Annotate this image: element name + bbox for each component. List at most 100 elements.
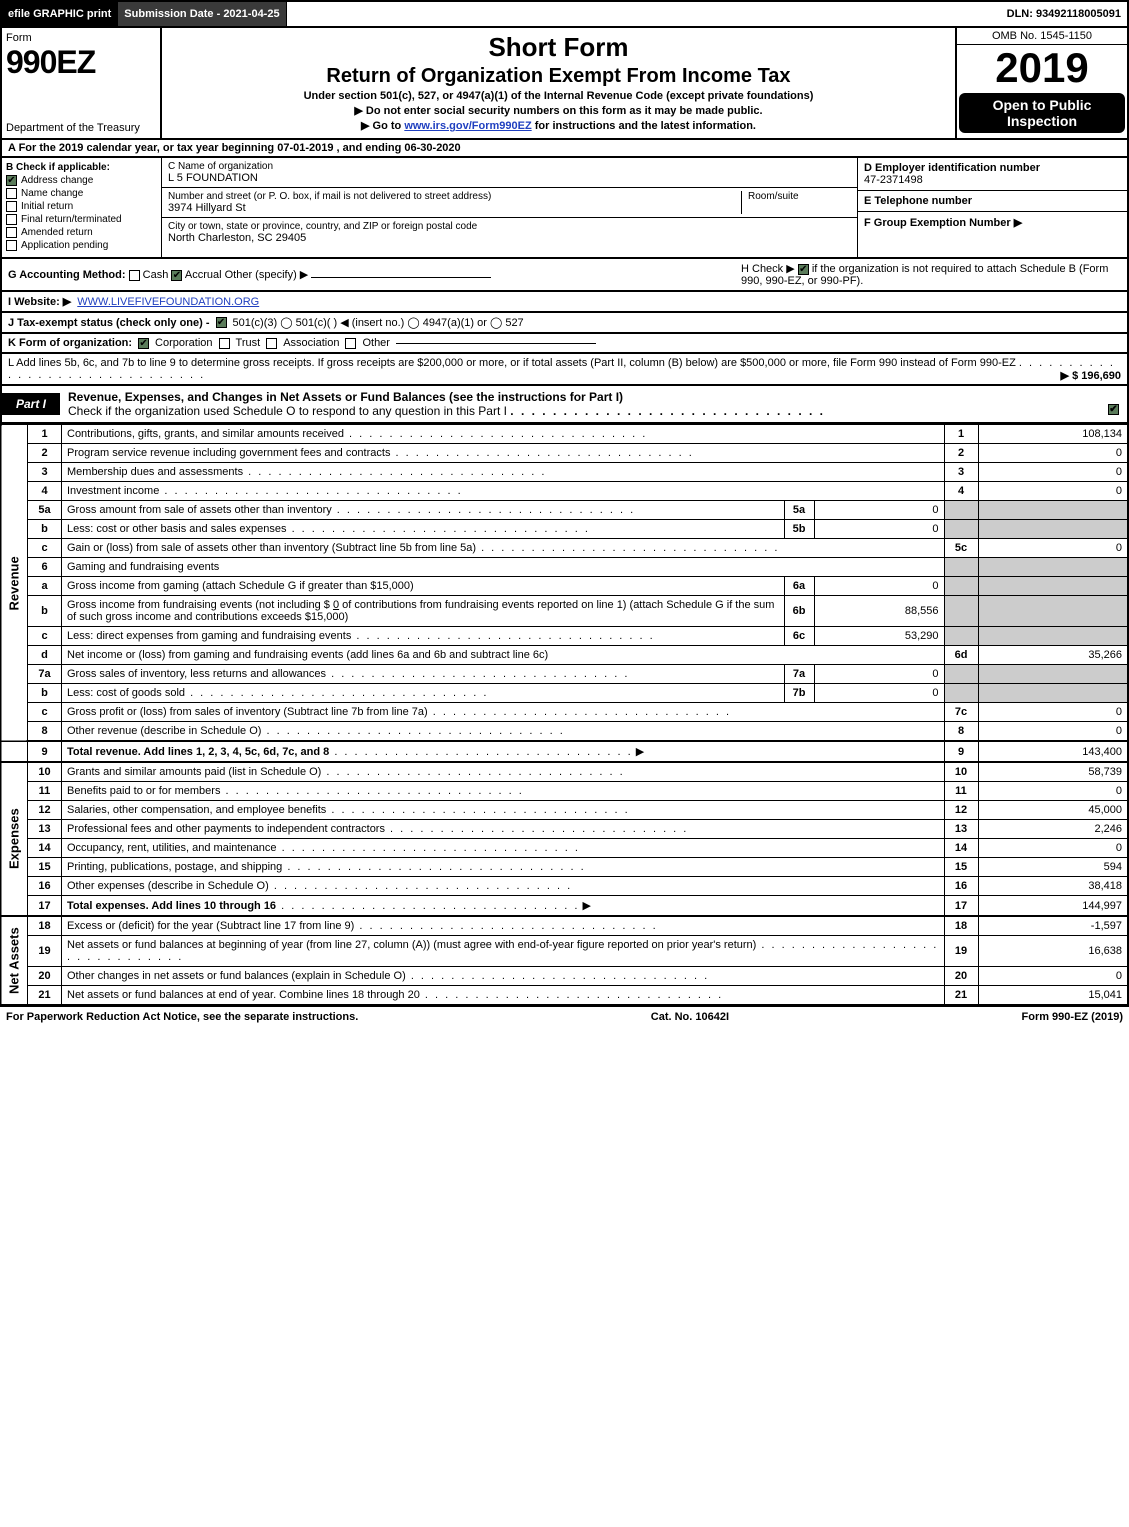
dept-treasury: Department of the Treasury: [6, 122, 140, 134]
form-ref: Form 990-EZ (2019): [1022, 1011, 1123, 1023]
table-row: bGross income from fundraising events (n…: [1, 596, 1128, 627]
chk-name-change[interactable]: Name change: [6, 188, 157, 199]
table-row: 12Salaries, other compensation, and empl…: [1, 801, 1128, 820]
j-label: J Tax-exempt status (check only one) -: [8, 317, 210, 329]
table-row: 13Professional fees and other payments t…: [1, 820, 1128, 839]
table-row: cGross profit or (loss) from sales of in…: [1, 703, 1128, 722]
part1-table: Revenue 1 Contributions, gifts, grants, …: [0, 424, 1129, 1006]
netassets-side-label: Net Assets: [1, 916, 28, 1005]
table-row: 3Membership dues and assessments30: [1, 463, 1128, 482]
table-row: 9Total revenue. Add lines 1, 2, 3, 4, 5c…: [1, 741, 1128, 762]
period-end: 06-30-2020: [404, 142, 460, 154]
part1-title: Revenue, Expenses, and Changes in Net As…: [60, 386, 1127, 422]
revenue-side-label: Revenue: [1, 425, 28, 742]
table-row: 14Occupancy, rent, utilities, and mainte…: [1, 839, 1128, 858]
checkbox-icon: [6, 201, 17, 212]
table-row: cGain or (loss) from sale of assets othe…: [1, 539, 1128, 558]
form-header: Form 990EZ Department of the Treasury Sh…: [0, 28, 1129, 140]
chk-other-org[interactable]: [345, 338, 356, 349]
chk-cash[interactable]: [129, 270, 140, 281]
under-section: Under section 501(c), 527, or 4947(a)(1)…: [170, 90, 947, 102]
checkbox-icon: ✔: [6, 175, 17, 186]
chk-address-change[interactable]: ✔Address change: [6, 175, 157, 186]
omb-number: OMB No. 1545-1150: [957, 28, 1127, 45]
top-bar: efile GRAPHIC print Submission Date - 20…: [0, 0, 1129, 28]
group-exemption-label: F Group Exemption Number ▶: [864, 216, 1121, 229]
chk-trust[interactable]: [219, 338, 230, 349]
chk-amended-return[interactable]: Amended return: [6, 227, 157, 238]
table-row: 16Other expenses (describe in Schedule O…: [1, 877, 1128, 896]
val-l1: 108,134: [978, 425, 1128, 444]
checkbox-icon: [6, 227, 17, 238]
table-row: bLess: cost or other basis and sales exp…: [1, 520, 1128, 539]
row-gh: G Accounting Method: Cash ✔ Accrual Othe…: [0, 259, 1129, 292]
chk-schedule-o[interactable]: ✔: [1108, 404, 1119, 415]
table-row: 20Other changes in net assets or fund ba…: [1, 967, 1128, 986]
period-row: A For the 2019 calendar year, or tax yea…: [0, 140, 1129, 158]
form-word: Form: [6, 32, 156, 44]
table-row: 2Program service revenue including gover…: [1, 444, 1128, 463]
dln-label: DLN: 93492118005091: [1001, 2, 1127, 26]
table-row: 15Printing, publications, postage, and s…: [1, 858, 1128, 877]
table-row: bLess: cost of goods sold7b0: [1, 684, 1128, 703]
cat-number: Cat. No. 10642I: [651, 1011, 729, 1023]
ein-value: 47-2371498: [864, 174, 1121, 186]
street-label: Number and street (or P. O. box, if mail…: [168, 191, 741, 202]
part1-header: Part I Revenue, Expenses, and Changes in…: [0, 386, 1129, 424]
page-footer: For Paperwork Reduction Act Notice, see …: [0, 1006, 1129, 1027]
checkbox-icon: [6, 240, 17, 251]
table-row: Net Assets 18Excess or (deficit) for the…: [1, 916, 1128, 936]
open-public-badge: Open to Public Inspection: [959, 93, 1125, 133]
part1-tag: Part I: [2, 393, 60, 415]
ein-label: D Employer identification number: [864, 162, 1121, 174]
room-suite-label: Room/suite: [741, 191, 851, 214]
table-row: 19Net assets or fund balances at beginni…: [1, 936, 1128, 967]
website-label: I Website: ▶: [8, 295, 71, 308]
title-return: Return of Organization Exempt From Incom…: [170, 65, 947, 88]
chk-application-pending[interactable]: Application pending: [6, 240, 157, 251]
table-row: 11Benefits paid to or for members110: [1, 782, 1128, 801]
checkbox-icon: [6, 214, 17, 225]
header-left: Form 990EZ Department of the Treasury: [2, 28, 162, 138]
efile-label: efile GRAPHIC print: [2, 2, 118, 26]
l-gross-receipts: ▶ $ 196,690: [1061, 369, 1121, 382]
table-row: 17Total expenses. Add lines 10 through 1…: [1, 896, 1128, 917]
l-text: L Add lines 5b, 6c, and 7b to line 9 to …: [8, 357, 1016, 369]
header-right: OMB No. 1545-1150 2019 Open to Public In…: [957, 28, 1127, 138]
g-label: G Accounting Method:: [8, 269, 126, 281]
org-name: L 5 FOUNDATION: [168, 172, 851, 184]
chk-501c3[interactable]: ✔: [216, 317, 227, 328]
k-label: K Form of organization:: [8, 337, 132, 349]
table-row: 8Other revenue (describe in Schedule O)8…: [1, 722, 1128, 742]
chk-schedule-b[interactable]: ✔: [798, 264, 809, 275]
chk-corporation[interactable]: ✔: [138, 338, 149, 349]
checkbox-icon: [6, 188, 17, 199]
box-def: D Employer identification number 47-2371…: [857, 158, 1127, 257]
expenses-side-label: Expenses: [1, 762, 28, 916]
table-row: dNet income or (loss) from gaming and fu…: [1, 646, 1128, 665]
chk-final-return[interactable]: Final return/terminated: [6, 214, 157, 225]
box-b-title: B Check if applicable:: [6, 162, 157, 173]
chk-accrual[interactable]: ✔: [171, 270, 182, 281]
header-middle: Short Form Return of Organization Exempt…: [162, 28, 957, 138]
box-b: B Check if applicable: ✔Address change N…: [2, 158, 162, 257]
website-link[interactable]: WWW.LIVEFIVEFOUNDATION.ORG: [77, 296, 259, 308]
chk-association[interactable]: [266, 338, 277, 349]
chk-initial-return[interactable]: Initial return: [6, 201, 157, 212]
goto-line: ▶ Go to www.irs.gov/Form990EZ for instru…: [170, 119, 947, 132]
table-row: aGross income from gaming (attach Schedu…: [1, 577, 1128, 596]
org-name-label: C Name of organization: [168, 161, 851, 172]
submission-date: Submission Date - 2021-04-25: [118, 2, 286, 26]
irs-link[interactable]: www.irs.gov/Form990EZ: [404, 120, 531, 132]
table-row: 21Net assets or fund balances at end of …: [1, 986, 1128, 1006]
entity-info-block: B Check if applicable: ✔Address change N…: [0, 158, 1129, 259]
paperwork-notice: For Paperwork Reduction Act Notice, see …: [6, 1011, 358, 1023]
period-begin: 07-01-2019: [277, 142, 333, 154]
table-row: 6Gaming and fundraising events: [1, 558, 1128, 577]
city-value: North Charleston, SC 29405: [168, 232, 477, 244]
phone-label: E Telephone number: [864, 195, 1121, 207]
street-value: 3974 Hillyard St: [168, 202, 741, 214]
title-short-form: Short Form: [170, 32, 947, 63]
table-row: Expenses 10Grants and similar amounts pa…: [1, 762, 1128, 782]
row-j: J Tax-exempt status (check only one) - ✔…: [0, 313, 1129, 334]
